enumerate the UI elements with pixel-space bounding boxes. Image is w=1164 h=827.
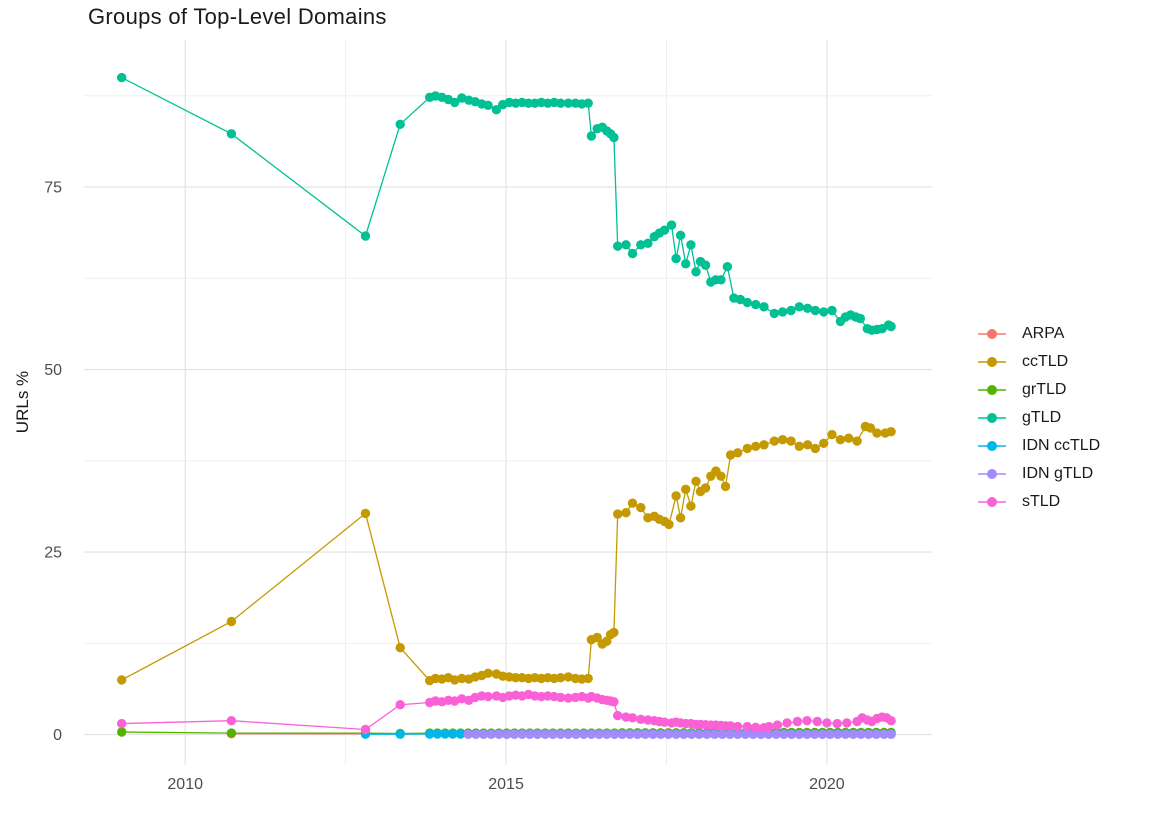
series-cctld — [117, 421, 896, 686]
x-tick-label: 2010 — [167, 776, 203, 793]
y-tick-label: 75 — [44, 180, 62, 197]
gridlines-major — [84, 40, 932, 765]
legend-label: grTLD — [1022, 381, 1067, 398]
series-idn-gtld — [463, 729, 896, 739]
legend-label: gTLD — [1022, 409, 1062, 426]
legend-key-icon — [978, 357, 1006, 367]
y-tick-label: 25 — [44, 545, 62, 562]
legend: ARPA ccTLD grTLD gTLD IDN ccTLD IDN gTLD sTLD — [976, 320, 1100, 516]
x-tick-label: 2015 — [488, 776, 524, 793]
legend-item-gtld: gTLD — [976, 404, 1100, 432]
legend-item-cctld: ccTLD — [976, 348, 1100, 376]
y-tick-label: 0 — [53, 727, 62, 744]
chart-title: Groups of Top-Level Domains — [88, 4, 387, 29]
x-tick-label: 2020 — [809, 776, 845, 793]
series-arpa — [226, 729, 371, 739]
legend-key-icon — [978, 385, 1006, 395]
legend-key-icon — [978, 441, 1006, 451]
gridlines-minor — [84, 40, 932, 765]
legend-key-icon — [978, 469, 1006, 479]
legend-label: IDN ccTLD — [1022, 437, 1101, 454]
legend-key-icon — [978, 413, 1006, 423]
legend-label: IDN gTLD — [1022, 465, 1094, 482]
legend-label: sTLD — [1022, 493, 1061, 510]
series-gtld — [117, 72, 896, 335]
legend-item-idn-gtld: IDN gTLD — [976, 460, 1100, 488]
legend-key-icon — [978, 329, 1006, 339]
y-axis-tick-labels: 0 25 50 75 — [44, 180, 62, 744]
legend-item-stld: sTLD — [976, 488, 1100, 516]
legend-label: ARPA — [1022, 325, 1065, 342]
legend-item-grtld: grTLD — [976, 376, 1100, 404]
series-stld — [117, 689, 896, 735]
legend-label: ccTLD — [1022, 353, 1069, 370]
legend-key-icon — [978, 497, 1006, 507]
legend-item-arpa: ARPA — [976, 320, 1100, 348]
x-axis-tick-labels: 2010 2015 2020 — [167, 776, 844, 793]
legend-item-idn-cctld: IDN ccTLD — [976, 432, 1100, 460]
y-tick-label: 50 — [44, 362, 62, 379]
